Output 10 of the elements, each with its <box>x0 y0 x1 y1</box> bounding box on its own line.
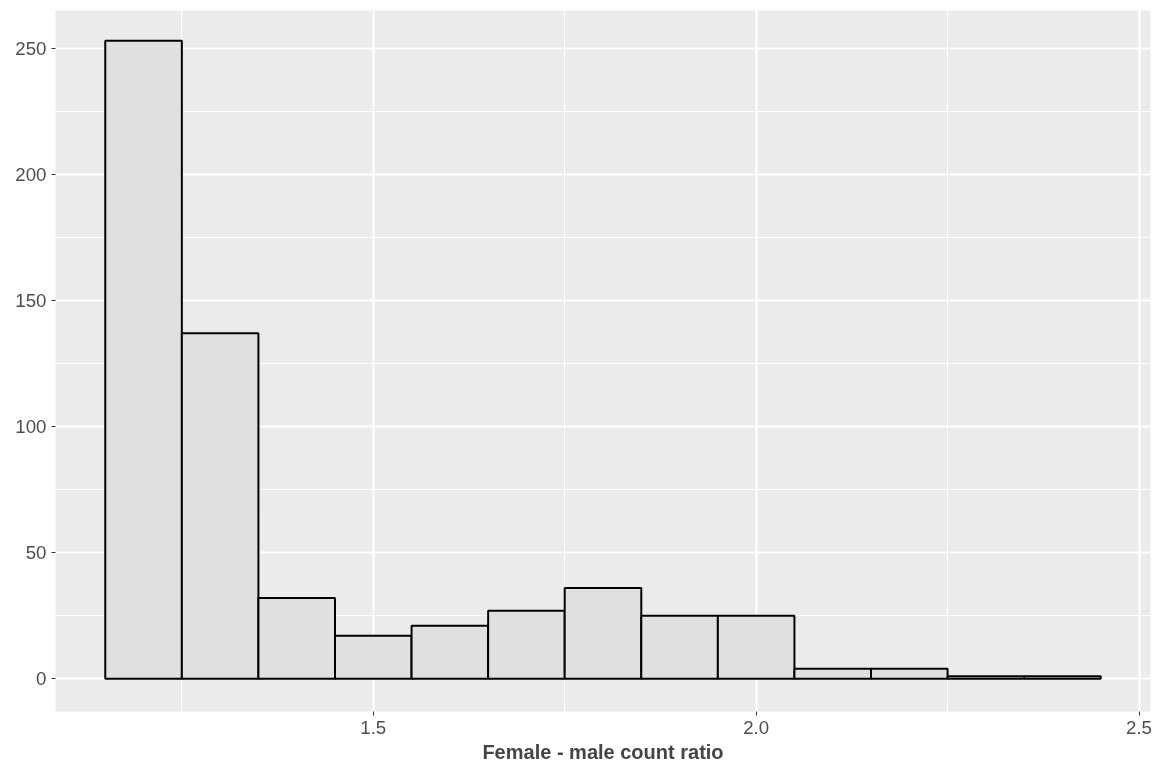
x-tick-label: 1.5 <box>360 716 387 738</box>
y-tick-label: 50 <box>25 542 47 564</box>
x-tick-label: 2.0 <box>743 716 770 738</box>
y-tick-label: 100 <box>15 416 47 438</box>
y-tick-label: 150 <box>15 289 47 311</box>
x-axis-title: Female - male count ratio <box>482 740 724 763</box>
y-tick-label: 200 <box>15 163 47 185</box>
y-tick-label: 250 <box>15 37 47 59</box>
x-tick-label: 2.5 <box>1126 716 1152 738</box>
y-tick-label: 0 <box>36 668 47 690</box>
